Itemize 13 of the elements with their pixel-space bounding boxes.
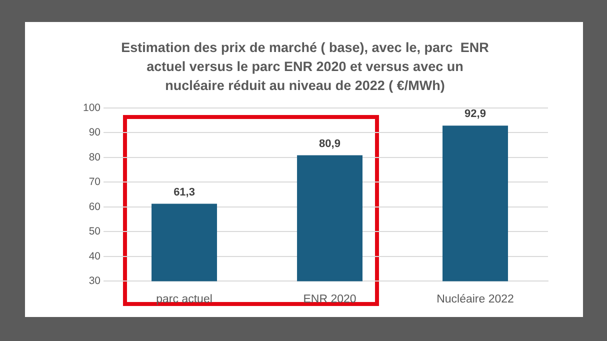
y-tick-label: 30 (88, 275, 101, 288)
data-label: 92,9 (464, 108, 486, 120)
y-tick-label: 80 (88, 151, 101, 164)
chart-title: Estimation des prix de marché ( base), avec le, parc ENR actuel versus le parc ENR 2020 et versus avec un nucléaire réduit au niveau de 2022 ( €/MWh) (120, 39, 490, 95)
y-tick-label: 60 (88, 200, 101, 213)
y-tick-label: 100 (82, 102, 101, 114)
y-tick-label: 50 (88, 226, 101, 238)
y-tick-label: 70 (88, 176, 101, 188)
y-tick-label: 40 (88, 250, 101, 262)
x-tick-label: Nucléaire 2022 (436, 293, 514, 306)
y-tick-label: 90 (88, 126, 101, 139)
data-label: 80,9 (319, 138, 340, 150)
data-label: 61,3 (174, 186, 195, 198)
